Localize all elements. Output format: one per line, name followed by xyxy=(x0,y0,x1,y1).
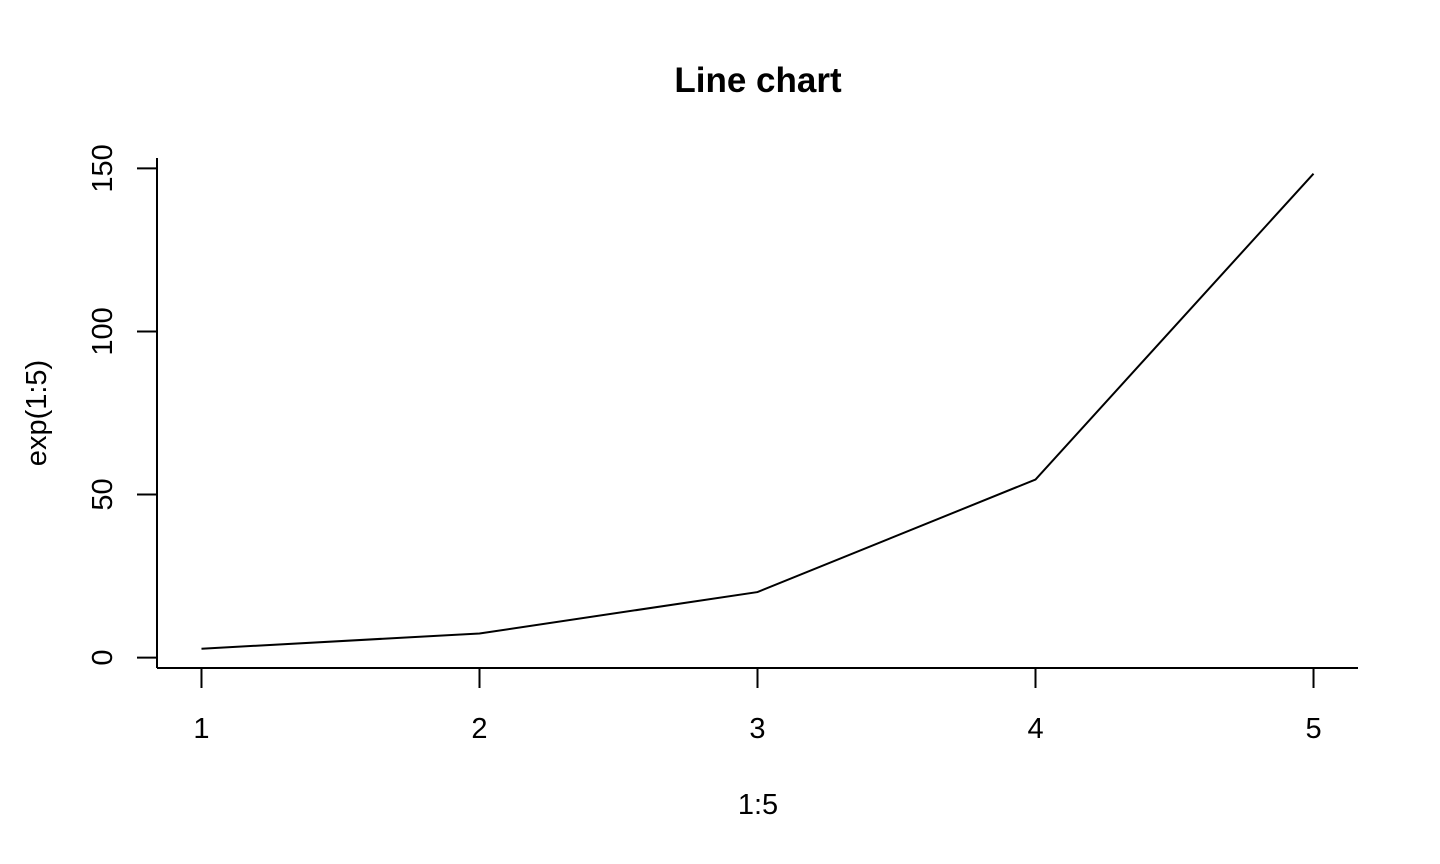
x-axis-label: 1:5 xyxy=(738,789,778,821)
x-tick-label-5: 5 xyxy=(1305,713,1321,745)
y-tick-label-50: 50 xyxy=(87,478,119,510)
chart-title: Line chart xyxy=(674,61,842,100)
x-tick-label-3: 3 xyxy=(749,713,765,745)
x-tick-label-4: 4 xyxy=(1027,713,1043,745)
y-tick-label-0: 0 xyxy=(87,649,119,665)
y-tick-label-150: 150 xyxy=(87,144,119,192)
series-line-0 xyxy=(201,172,1315,650)
x-tick-label-1: 1 xyxy=(193,713,209,745)
x-tick-label-2: 2 xyxy=(471,713,487,745)
y-tick-label-100: 100 xyxy=(87,307,119,355)
y-axis-label: exp(1:5) xyxy=(21,360,53,466)
